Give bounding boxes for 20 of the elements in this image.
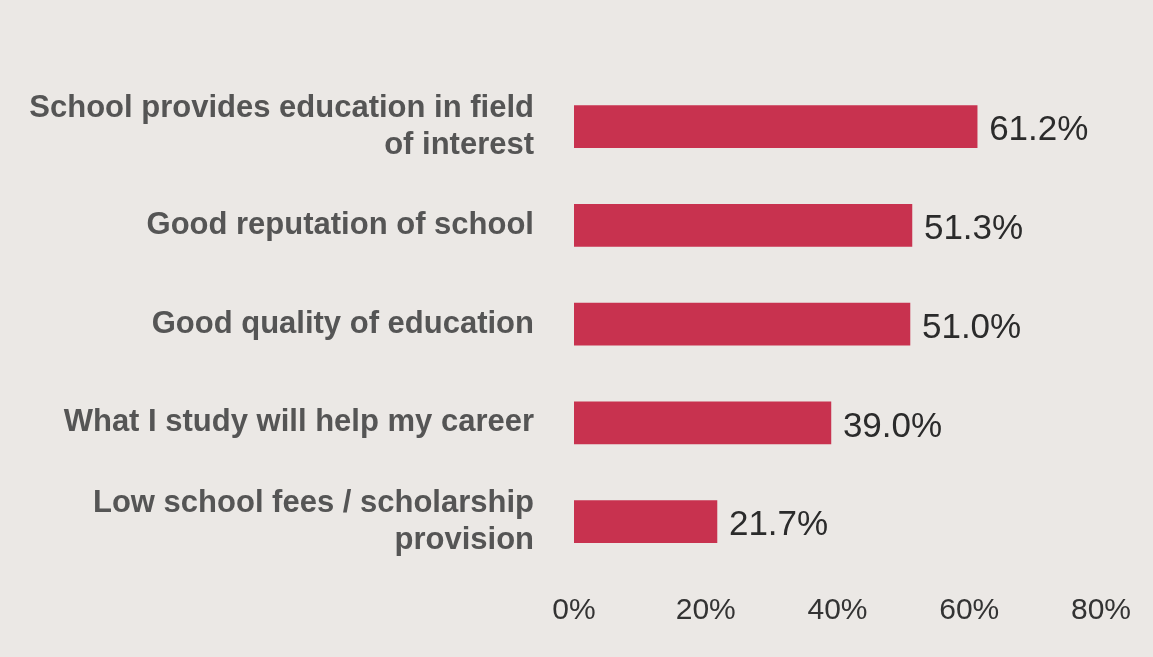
x-tick-label: 60% <box>939 592 1000 626</box>
data-label: 61.2% <box>989 108 1089 148</box>
x-tick-label: 0% <box>552 592 596 626</box>
x-tick-label: 40% <box>807 592 868 626</box>
bar <box>574 204 913 247</box>
x-tick-label: 20% <box>675 592 736 626</box>
y-tick-label: School provides education in field of interest <box>29 88 534 161</box>
y-tick-label: Good reputation of school <box>146 205 534 241</box>
y-tick-label: What I study will help my career <box>63 403 534 439</box>
x-tick-label: 80% <box>1070 592 1131 626</box>
y-tick-label: Low school fees / scholarship provision <box>93 483 534 556</box>
data-label: 51.0% <box>921 305 1022 345</box>
data-label: 51.3% <box>923 207 1024 246</box>
bar <box>574 500 718 543</box>
bar <box>574 302 911 346</box>
y-tick-label: Good quality of education <box>151 304 534 340</box>
data-label: 21.7% <box>728 503 829 543</box>
bar <box>574 401 832 445</box>
bar <box>574 105 978 148</box>
data-label: 39.0% <box>842 404 943 444</box>
